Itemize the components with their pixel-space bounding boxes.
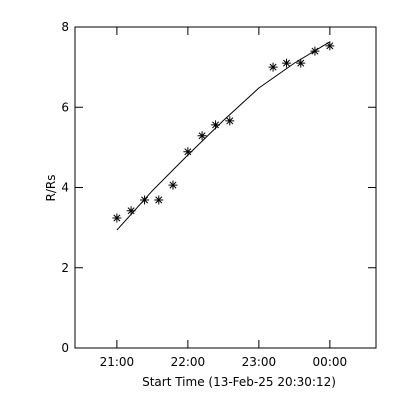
y-tick-label: 6 (61, 100, 69, 114)
data-point (183, 147, 193, 157)
data-point (197, 131, 207, 141)
data-point (296, 58, 306, 68)
x-axis-label: Start Time (13-Feb-25 20:30:12) (142, 375, 336, 389)
y-tick-label: 2 (61, 261, 69, 275)
x-tick-label: 00:00 (313, 355, 348, 369)
x-tick-label: 23:00 (242, 355, 277, 369)
y-tick-label: 0 (61, 341, 69, 355)
data-point (225, 116, 235, 126)
data-point (126, 206, 136, 216)
data-point (211, 120, 221, 130)
data-point (112, 213, 122, 223)
data-point (282, 58, 292, 68)
data-point (168, 180, 178, 190)
data-point (268, 62, 278, 72)
data-point (325, 41, 335, 51)
x-tick-label: 21:00 (100, 355, 135, 369)
y-tick-label: 8 (61, 20, 69, 34)
x-tick-label: 22:00 (171, 355, 206, 369)
plot-frame (74, 26, 377, 349)
y-axis-label: R/Rs (44, 175, 58, 202)
y-tick-label: 4 (61, 181, 69, 195)
data-point (154, 195, 164, 205)
fit-line (116, 41, 331, 231)
